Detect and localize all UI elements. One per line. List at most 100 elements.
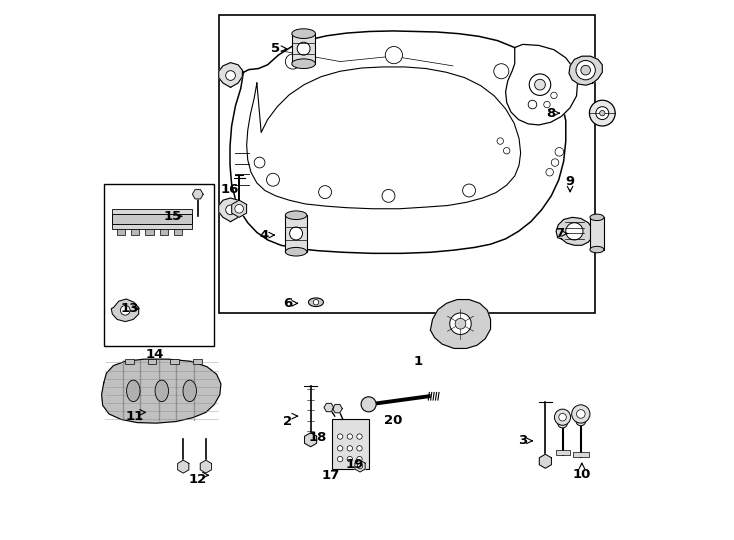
Polygon shape bbox=[219, 63, 242, 87]
Polygon shape bbox=[506, 44, 578, 125]
Circle shape bbox=[338, 446, 343, 451]
Circle shape bbox=[529, 74, 550, 96]
Polygon shape bbox=[305, 433, 316, 447]
Text: 10: 10 bbox=[573, 468, 591, 481]
Circle shape bbox=[551, 159, 559, 166]
Bar bbox=[332, 420, 368, 469]
Circle shape bbox=[504, 147, 510, 154]
Text: 2: 2 bbox=[283, 415, 292, 428]
Circle shape bbox=[576, 60, 595, 80]
Bar bbox=[174, 228, 182, 235]
Circle shape bbox=[450, 313, 471, 334]
Bar bbox=[145, 228, 153, 235]
Circle shape bbox=[566, 222, 583, 240]
Circle shape bbox=[347, 434, 352, 439]
Circle shape bbox=[347, 446, 352, 451]
Circle shape bbox=[385, 46, 402, 64]
Circle shape bbox=[600, 111, 605, 116]
Text: 18: 18 bbox=[308, 431, 327, 444]
Circle shape bbox=[357, 463, 363, 469]
Circle shape bbox=[555, 147, 564, 156]
Polygon shape bbox=[430, 300, 490, 348]
Text: 19: 19 bbox=[346, 458, 364, 471]
Text: 5: 5 bbox=[271, 42, 280, 55]
Bar bbox=[112, 210, 192, 214]
Text: 13: 13 bbox=[120, 302, 139, 315]
Ellipse shape bbox=[292, 29, 316, 38]
Circle shape bbox=[319, 186, 332, 199]
Bar bbox=[131, 228, 139, 235]
Circle shape bbox=[286, 54, 300, 69]
Text: 14: 14 bbox=[145, 348, 164, 361]
Circle shape bbox=[546, 168, 553, 176]
Text: 16: 16 bbox=[221, 183, 239, 196]
Circle shape bbox=[559, 414, 567, 421]
Circle shape bbox=[338, 456, 343, 462]
Circle shape bbox=[290, 227, 302, 240]
Circle shape bbox=[589, 100, 615, 126]
Circle shape bbox=[550, 92, 557, 99]
Circle shape bbox=[581, 65, 590, 75]
Circle shape bbox=[357, 446, 362, 451]
Text: 3: 3 bbox=[518, 434, 528, 447]
Circle shape bbox=[462, 184, 476, 197]
Text: 7: 7 bbox=[555, 227, 564, 240]
Polygon shape bbox=[200, 460, 211, 473]
Circle shape bbox=[226, 205, 236, 215]
Ellipse shape bbox=[590, 214, 604, 220]
Bar bbox=[170, 359, 179, 364]
Circle shape bbox=[528, 100, 537, 109]
Circle shape bbox=[361, 397, 376, 412]
Circle shape bbox=[558, 418, 567, 428]
Ellipse shape bbox=[308, 298, 324, 307]
Circle shape bbox=[313, 300, 319, 305]
Polygon shape bbox=[324, 403, 334, 411]
Bar bbox=[112, 224, 192, 228]
Text: 12: 12 bbox=[189, 473, 207, 486]
Circle shape bbox=[544, 102, 550, 108]
Ellipse shape bbox=[286, 247, 307, 256]
Bar bbox=[103, 184, 214, 346]
Circle shape bbox=[455, 319, 466, 329]
Circle shape bbox=[382, 190, 395, 202]
Text: 1: 1 bbox=[413, 355, 423, 368]
Bar bbox=[292, 32, 316, 64]
Text: 11: 11 bbox=[126, 410, 144, 423]
Ellipse shape bbox=[292, 59, 316, 69]
Circle shape bbox=[297, 42, 310, 55]
Circle shape bbox=[497, 138, 504, 144]
Circle shape bbox=[576, 410, 585, 418]
Bar bbox=[286, 215, 307, 252]
Circle shape bbox=[254, 157, 265, 168]
Text: 6: 6 bbox=[283, 297, 292, 310]
Circle shape bbox=[357, 434, 362, 439]
Circle shape bbox=[494, 64, 509, 79]
Circle shape bbox=[357, 456, 362, 462]
Circle shape bbox=[572, 405, 590, 423]
Circle shape bbox=[338, 434, 343, 439]
Polygon shape bbox=[230, 31, 566, 253]
Ellipse shape bbox=[126, 380, 140, 402]
Bar bbox=[148, 359, 156, 364]
Circle shape bbox=[596, 107, 608, 119]
Polygon shape bbox=[178, 460, 189, 473]
Text: 17: 17 bbox=[321, 469, 340, 482]
Text: 8: 8 bbox=[546, 106, 556, 120]
Ellipse shape bbox=[590, 246, 604, 253]
Circle shape bbox=[554, 409, 570, 426]
Bar bbox=[556, 450, 570, 455]
Circle shape bbox=[120, 306, 130, 315]
Polygon shape bbox=[539, 454, 551, 468]
Bar bbox=[117, 228, 126, 235]
Polygon shape bbox=[112, 299, 139, 322]
Circle shape bbox=[576, 416, 586, 426]
Bar bbox=[194, 359, 202, 364]
Bar bbox=[573, 451, 589, 457]
Text: 4: 4 bbox=[259, 228, 269, 241]
Polygon shape bbox=[192, 190, 203, 199]
Ellipse shape bbox=[183, 380, 197, 402]
Polygon shape bbox=[247, 67, 520, 209]
Polygon shape bbox=[101, 359, 221, 423]
Polygon shape bbox=[219, 198, 242, 221]
Circle shape bbox=[347, 456, 352, 462]
